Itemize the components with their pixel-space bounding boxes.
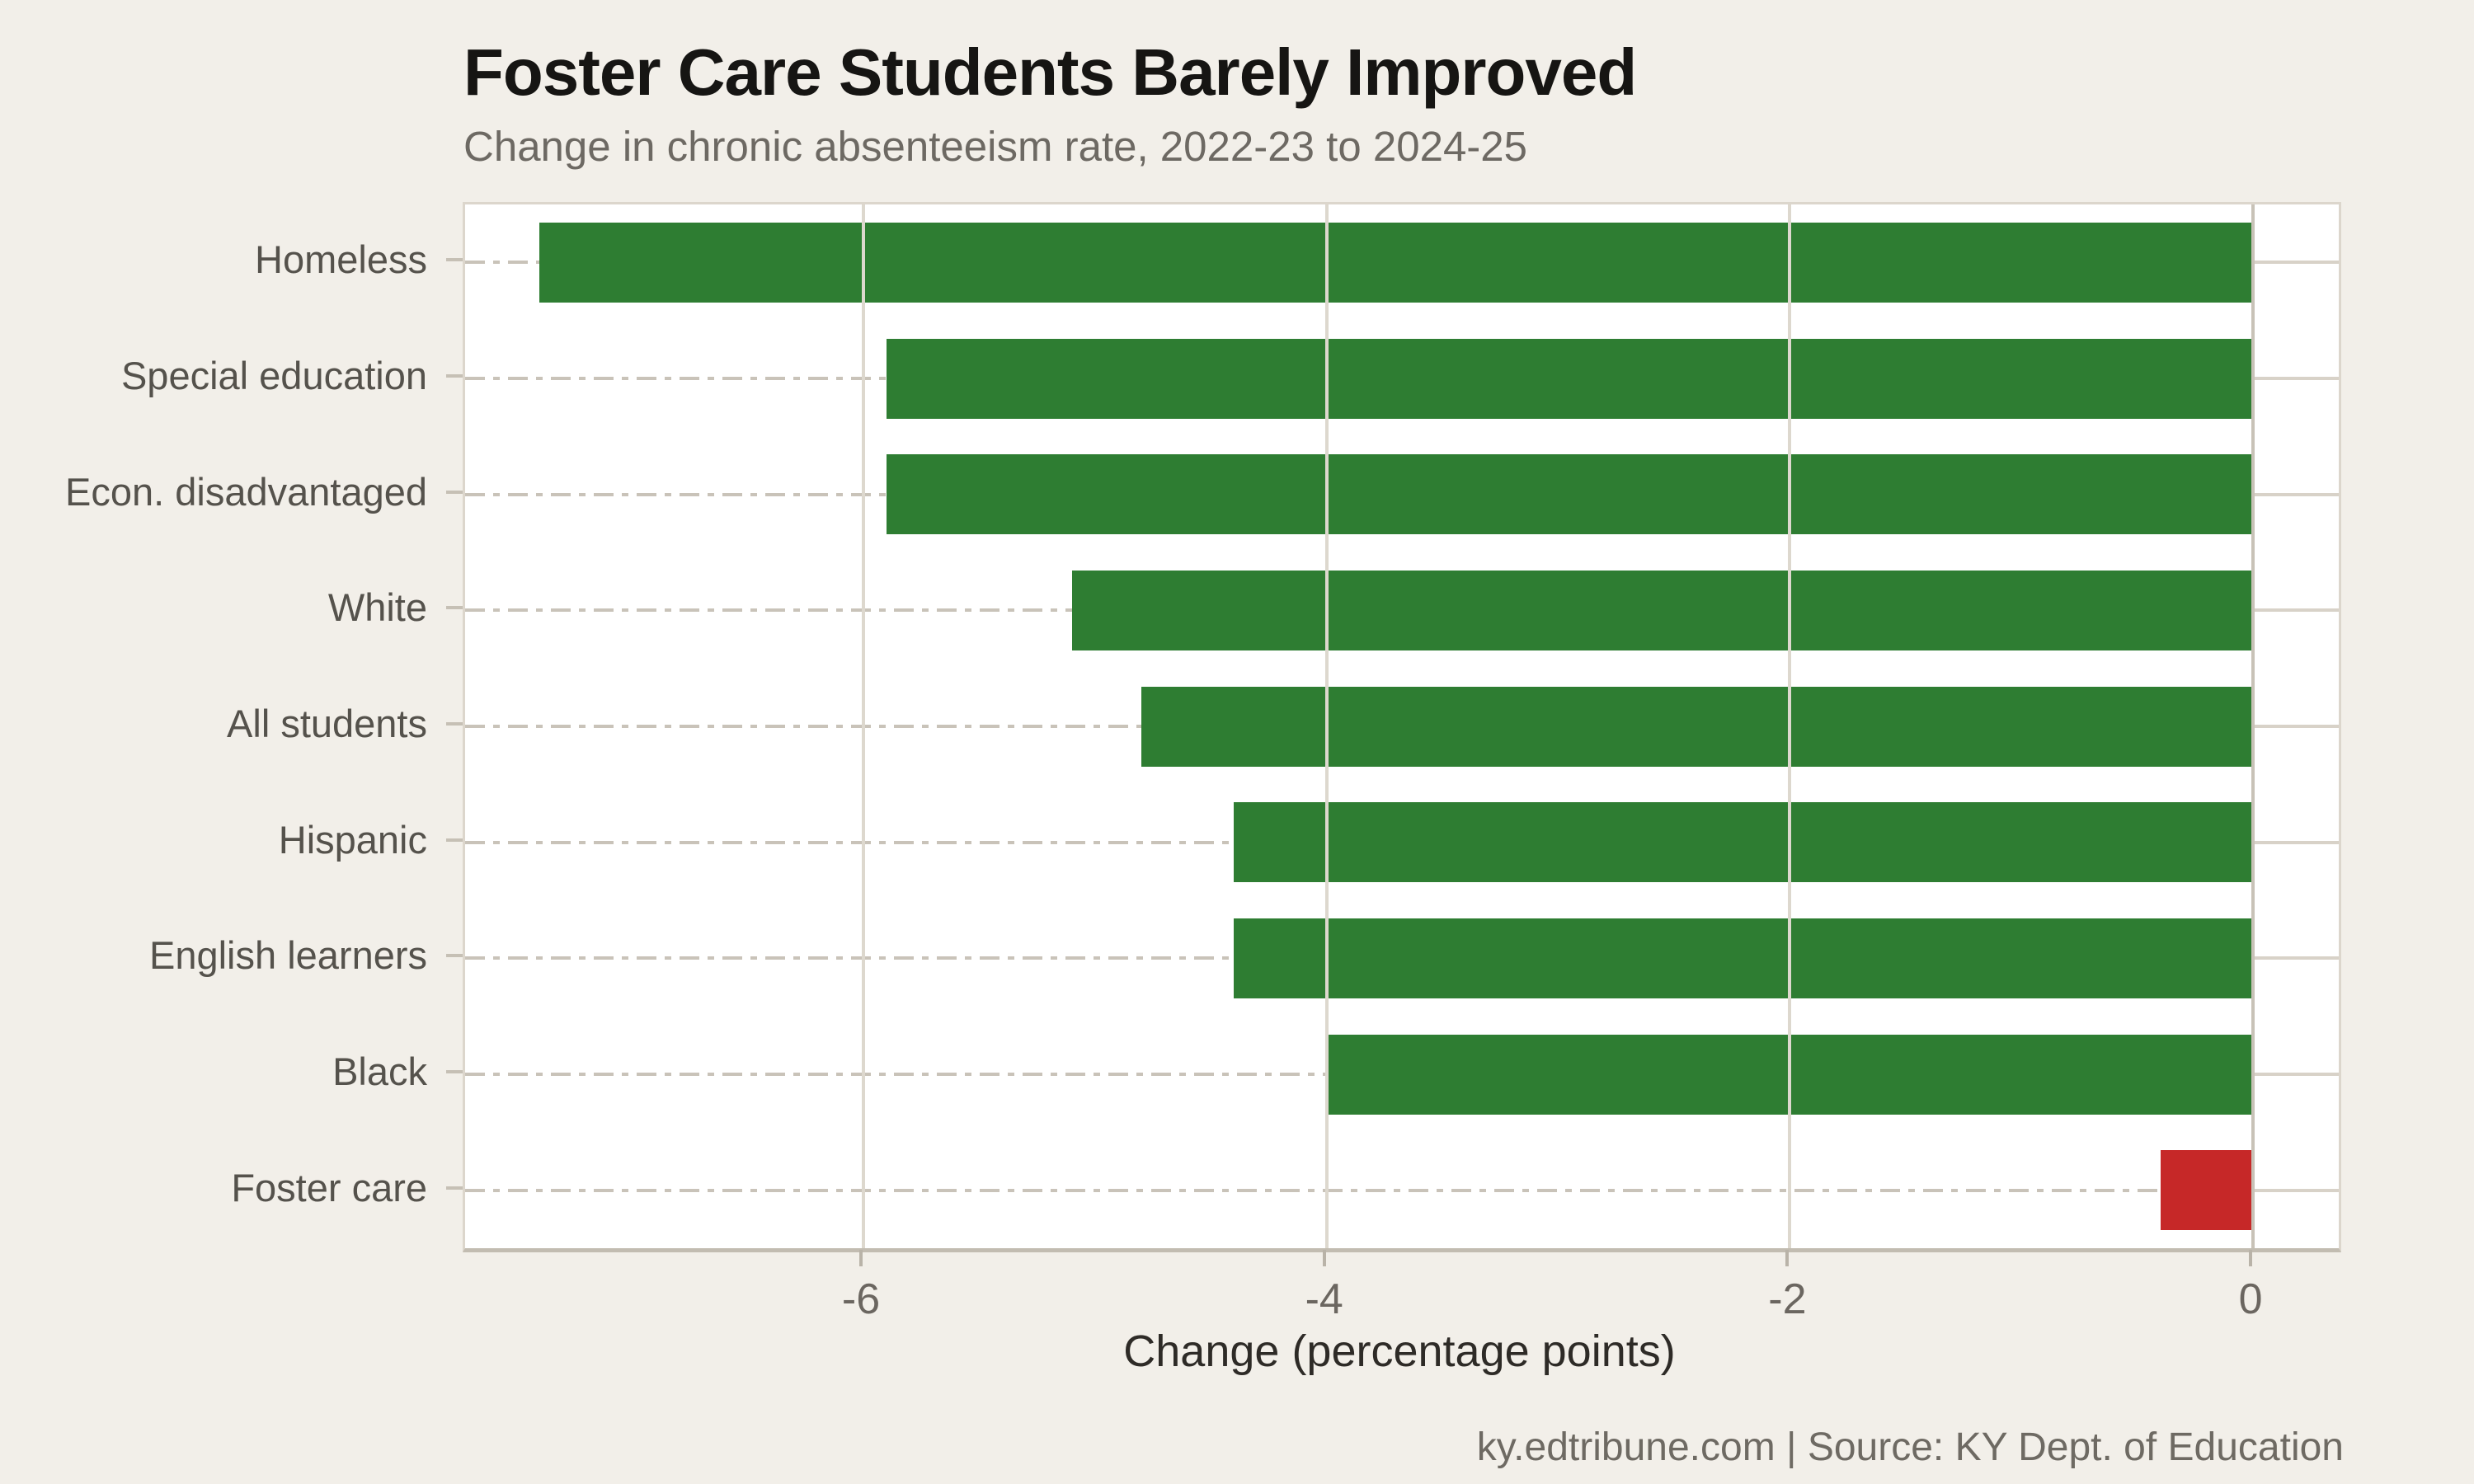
y-tick-mark: [446, 1070, 463, 1073]
x-tick-label: -4: [1305, 1275, 1343, 1323]
bar-econ-disadvantaged: [887, 454, 2254, 535]
leader-line: [465, 608, 1072, 613]
plot-area: [463, 202, 2341, 1252]
x-tick-mark: [859, 1250, 863, 1266]
row-gridline: [2253, 1188, 2339, 1192]
x-tick-label: 0: [2238, 1275, 2263, 1323]
y-tick-mark: [446, 1186, 463, 1190]
row-gridline: [2253, 377, 2339, 380]
row-gridline: [2253, 261, 2339, 265]
x-tick-mark: [2249, 1250, 2253, 1266]
x-tick-label: -2: [1768, 1275, 1807, 1323]
row-gridline: [2253, 840, 2339, 844]
category-label: English learners: [148, 933, 427, 978]
category-label: Homeless: [255, 237, 427, 282]
leader-line: [465, 261, 539, 265]
y-tick-mark: [446, 374, 463, 378]
x-axis-label: Change (percentage points): [1123, 1327, 1676, 1376]
category-label: Econ. disadvantaged: [65, 469, 427, 514]
x-gridline: [862, 204, 866, 1248]
y-tick-mark: [446, 490, 463, 494]
category-label: Foster care: [231, 1165, 427, 1209]
x-tick-mark: [1785, 1250, 1790, 1266]
leader-line: [465, 1073, 1327, 1076]
x-gridline: [1324, 204, 1329, 1248]
y-tick-mark: [446, 838, 463, 842]
chart-subtitle: Change in chronic absenteeism rate, 2022…: [463, 123, 1528, 170]
x-gridline: [1788, 204, 1792, 1248]
bar-all-students: [1141, 686, 2254, 767]
bar-hispanic: [1234, 802, 2254, 883]
y-tick-mark: [446, 954, 463, 958]
x-tick-label: -6: [841, 1275, 881, 1323]
chart-title: Foster Care Students Barely Improved: [463, 35, 1637, 109]
leader-line: [465, 492, 887, 496]
row-gridline: [2253, 1073, 2339, 1076]
row-gridline: [2253, 492, 2339, 496]
zero-line: [2251, 204, 2255, 1248]
category-label: All students: [227, 702, 427, 745]
bar-special-education: [887, 338, 2254, 419]
row-gridline: [2253, 608, 2339, 613]
leader-line: [465, 725, 1142, 728]
bar-white: [1071, 570, 2254, 650]
y-tick-mark: [446, 258, 463, 262]
category-label: White: [327, 585, 427, 630]
y-tick-mark: [446, 722, 463, 726]
x-tick-mark: [1322, 1250, 1326, 1266]
category-label: Hispanic: [278, 817, 427, 862]
row-gridline: [2253, 956, 2339, 960]
footer-credit: ky.edtribune.com | Source: KY Dept. of E…: [1476, 1425, 2344, 1469]
row-gridline: [2253, 725, 2339, 728]
leader-line: [465, 377, 887, 380]
y-tick-mark: [446, 606, 463, 610]
leader-line: [465, 956, 1235, 960]
category-label: Black: [332, 1050, 427, 1093]
bar-english-learners: [1234, 918, 2254, 998]
bar-foster-care: [2160, 1150, 2254, 1231]
category-label: Special education: [120, 354, 427, 397]
bar-homeless: [539, 222, 2254, 303]
leader-line: [465, 840, 1235, 844]
leader-line: [465, 1188, 2161, 1192]
